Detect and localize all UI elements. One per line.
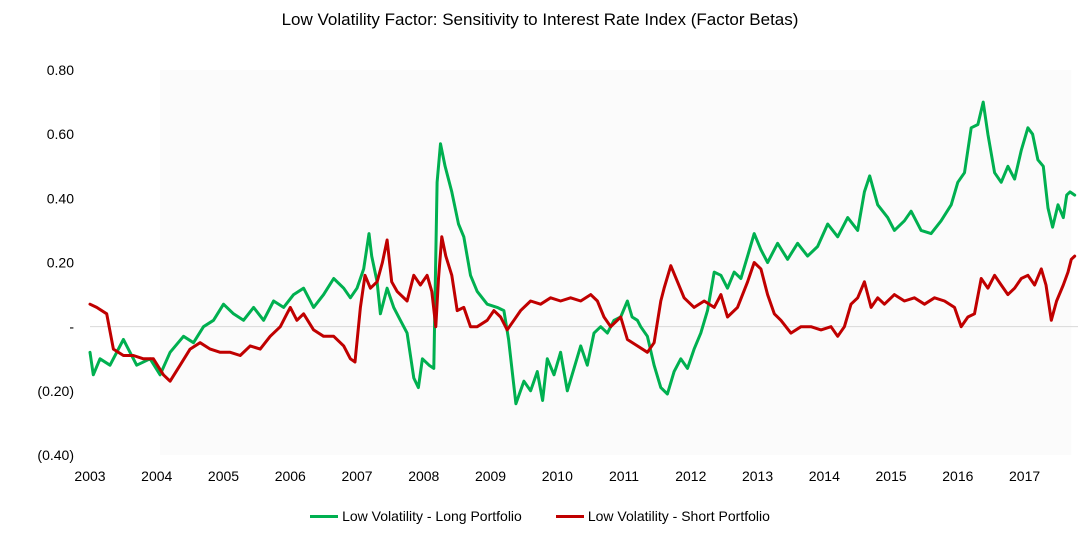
x-tick-label: 2006	[275, 468, 306, 484]
chart-title: Low Volatility Factor: Sensitivity to In…	[281, 10, 799, 29]
x-axis-tick-labels: 2003 2004 2005 2006 2007 2008 2009 2010 2011 2012…	[74, 468, 1040, 484]
x-tick-label: 2014	[809, 468, 840, 484]
y-tick-label: 0.80	[47, 62, 74, 78]
y-tick-label: 0.20	[47, 255, 74, 271]
plot-shade	[160, 70, 1072, 455]
plot-background	[160, 70, 1072, 455]
x-tick-label: 2005	[208, 468, 239, 484]
legend: Low Volatility - Long Portfolio Low Vola…	[0, 508, 1080, 524]
y-tick-label: (0.20)	[37, 383, 74, 399]
legend-item-long: Low Volatility - Long Portfolio	[310, 508, 522, 524]
legend-label-long: Low Volatility - Long Portfolio	[342, 508, 522, 524]
series-lines	[88, 100, 1077, 406]
legend-item-short: Low Volatility - Short Portfolio	[555, 508, 770, 524]
x-tick-label: 2013	[742, 468, 773, 484]
y-tick-label: -	[69, 319, 74, 335]
y-axis-tick-labels: 0.80 0.60 0.40 0.20 - (0.20) (0.40)	[37, 62, 74, 463]
x-tick-label: 2008	[408, 468, 439, 484]
x-tick-label: 2003	[74, 468, 105, 484]
x-tick-label: 2011	[609, 468, 639, 484]
series-line-long	[88, 100, 1077, 406]
legend-label-short: Low Volatility - Short Portfolio	[587, 508, 770, 524]
x-tick-label: 2012	[675, 468, 706, 484]
y-tick-label: (0.40)	[37, 447, 74, 463]
x-tick-label: 2017	[1009, 468, 1040, 484]
y-tick-label: 0.40	[47, 190, 74, 206]
x-tick-label: 2015	[876, 468, 907, 484]
x-tick-label: 2016	[942, 468, 973, 484]
legend-swatch-long	[310, 514, 339, 518]
legend-swatch-short	[555, 514, 584, 518]
x-tick-label: 2007	[341, 468, 372, 484]
y-tick-label: 0.60	[47, 126, 74, 142]
x-tick-label: 2004	[141, 468, 172, 484]
x-tick-label: 2010	[542, 468, 573, 484]
series-line-short	[88, 235, 1077, 383]
x-tick-label: 2009	[475, 468, 506, 484]
